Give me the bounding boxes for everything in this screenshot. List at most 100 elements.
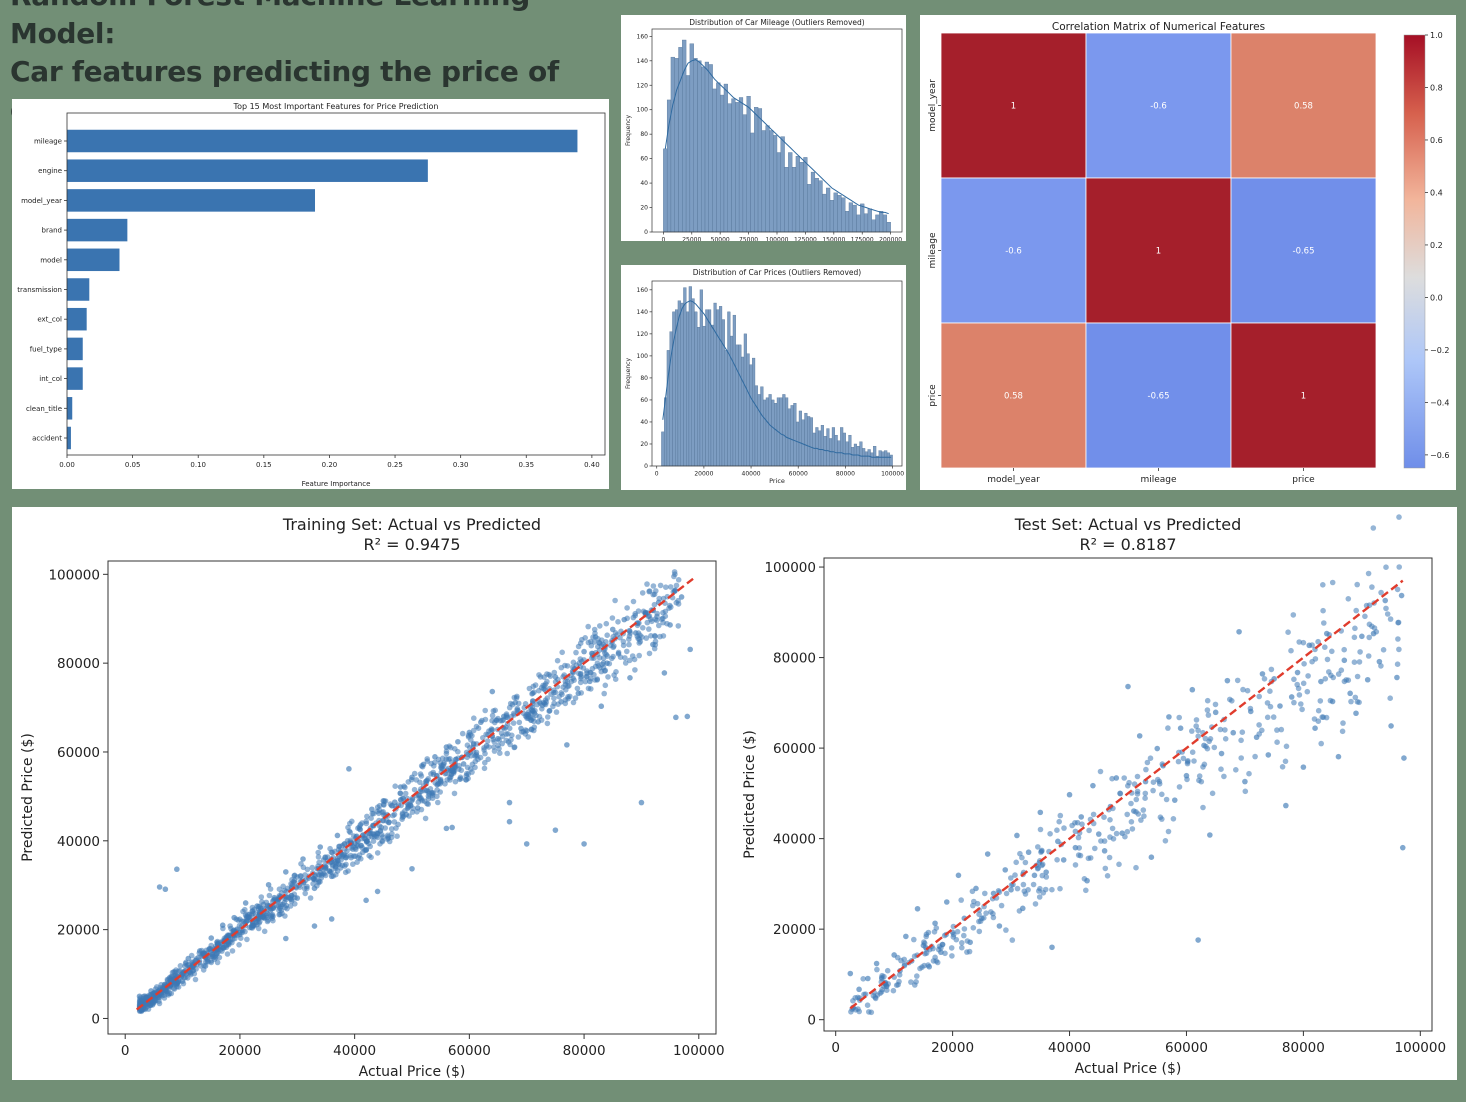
scatter-point [998, 902, 1005, 909]
scatter-point [602, 650, 608, 656]
x-tick-label: 0.15 [256, 461, 272, 469]
scatter-point [1204, 707, 1211, 713]
scatter-point [959, 940, 965, 946]
scatter-point [1304, 688, 1311, 695]
scatter-point [1074, 819, 1081, 826]
bar [67, 159, 428, 182]
x-tick-label: 0 [661, 237, 665, 242]
scatter-point [481, 747, 487, 753]
scatter-point [591, 671, 597, 678]
x-tick-label: 50000 [711, 237, 730, 242]
scatter-point [1323, 630, 1330, 637]
histogram-bar [738, 344, 742, 467]
histogram-bar [713, 302, 717, 467]
scatter-point [473, 741, 480, 747]
scatter-point [1200, 804, 1206, 811]
x-tick-label: 40000 [742, 471, 761, 478]
histogram-bar [746, 96, 751, 233]
scatter-point [646, 650, 653, 657]
scatter-point [531, 727, 537, 734]
scatter-point [650, 583, 657, 589]
scatter-point [1315, 638, 1321, 645]
scatter-point [1013, 859, 1019, 866]
scatter-point [522, 701, 529, 707]
scatter-point [551, 695, 557, 702]
scatter-point [1395, 636, 1401, 642]
histogram-bar [727, 311, 731, 467]
scatter-point [1176, 784, 1183, 790]
scatter-point [990, 914, 997, 921]
scatter-point [1189, 728, 1195, 734]
scatter-point [509, 732, 515, 739]
scatter-point [1359, 633, 1365, 640]
scatter-point [424, 800, 430, 807]
scatter-point [1395, 619, 1402, 626]
scatter-point [1212, 701, 1219, 708]
scatter-point [432, 759, 438, 766]
scatter-point [570, 699, 577, 706]
scatter-point [1320, 714, 1327, 720]
scatter-point [280, 883, 287, 890]
scatter-point [413, 777, 420, 783]
scatter-point [949, 953, 955, 959]
scatter-point [229, 948, 236, 954]
scatter-point [489, 712, 496, 719]
scatter-point [588, 642, 595, 649]
x-tick-label: 80000 [563, 1043, 606, 1059]
heatmap-cell [1230, 177, 1377, 324]
scatter-point [1083, 887, 1089, 894]
scatter-point [456, 762, 463, 769]
histogram-bar [704, 61, 709, 233]
y-tick-label: 20000 [57, 923, 100, 939]
scatter-point [374, 830, 381, 837]
scatter-point [1129, 826, 1136, 832]
scatter-point [283, 869, 289, 875]
scatter-point [482, 759, 488, 766]
scatter-point [1133, 864, 1139, 871]
scatter-point [161, 995, 168, 1001]
scatter-point [1288, 694, 1295, 700]
scatter-point [564, 663, 571, 669]
scatter-point [572, 695, 579, 701]
histogram-bar [694, 311, 698, 467]
x-tick-label: 20000 [218, 1043, 261, 1059]
scatter-point [1084, 877, 1090, 884]
scatter-point [1384, 611, 1391, 617]
chart-title: Distribution of Car Prices (Outliers Rem… [693, 268, 862, 277]
scatter-point [469, 761, 476, 768]
scatter-point [351, 853, 357, 859]
scatter-point [914, 905, 921, 912]
scatter-point [207, 946, 214, 952]
scatter-point [865, 975, 871, 982]
y-tick-label: brand [42, 227, 63, 235]
y-tick-label: 0 [644, 463, 648, 470]
scatter-point [1382, 597, 1389, 604]
scatter-point [302, 890, 309, 897]
bar [67, 337, 83, 361]
scatter-point [531, 689, 537, 695]
scatter-point [646, 588, 652, 595]
chart-title: Distribution of Car Mileage (Outliers Re… [689, 18, 865, 27]
scatter-point [627, 675, 633, 681]
histogram-bar [670, 56, 675, 233]
scatter-point [237, 931, 243, 938]
scatter-point [297, 884, 303, 890]
scatter-point [307, 895, 314, 901]
scatter-point [592, 634, 599, 640]
scatter-point [324, 854, 331, 860]
scatter-point [1147, 755, 1154, 761]
scatter-point [311, 885, 318, 892]
scatter-point [556, 693, 562, 700]
scatter-point [684, 713, 691, 720]
scatter-point [598, 703, 605, 710]
scatter-point [309, 864, 316, 871]
cell-value-label: 0.58 [1004, 392, 1023, 402]
scatter-point [1155, 776, 1161, 783]
scatter-point [612, 676, 619, 682]
scatter-point [490, 736, 497, 743]
y-tick-label: 80 [640, 375, 648, 382]
scatter-point [440, 763, 446, 769]
scatter-point [500, 713, 507, 720]
cell-value-label: -0.6 [1005, 247, 1022, 257]
scatter-point [266, 892, 273, 899]
